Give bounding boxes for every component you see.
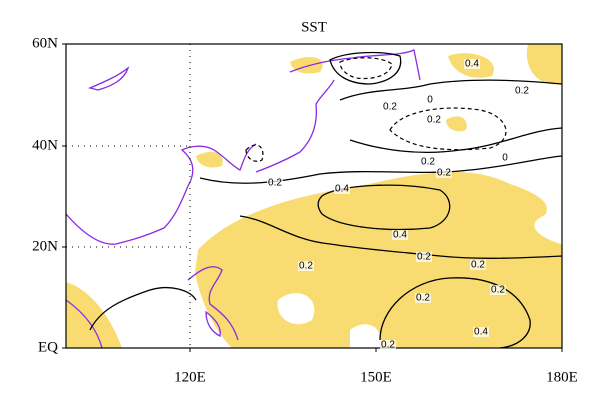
contour-line xyxy=(329,51,402,85)
contour-label: 0.2 xyxy=(427,115,441,126)
contour-label: 0.2 xyxy=(299,261,313,272)
contour-label: 0.2 xyxy=(416,293,430,304)
contour-line xyxy=(317,184,451,231)
label-backdrop xyxy=(422,95,438,105)
negative-contour xyxy=(245,144,264,162)
contour-label: 0.2 xyxy=(437,168,451,179)
negative-area xyxy=(150,304,181,334)
contour-label: 0.2 xyxy=(383,102,397,113)
contour-label: 0.4 xyxy=(335,184,349,195)
coastline xyxy=(289,49,421,81)
label-backdrop xyxy=(490,285,506,295)
contour-line xyxy=(339,79,562,101)
coastline xyxy=(255,79,335,173)
label-backdrop xyxy=(470,260,486,270)
label-backdrop xyxy=(415,293,431,303)
positive-area xyxy=(290,57,323,74)
lon-label: 120E xyxy=(174,369,206,385)
contour-label: 0.4 xyxy=(465,59,479,70)
label-backdrop xyxy=(497,153,513,163)
label-backdrop xyxy=(436,168,452,178)
lat-label: 20N xyxy=(32,238,58,254)
contour-label: 0.2 xyxy=(491,285,505,296)
label-backdrop xyxy=(426,115,442,125)
label-backdrop xyxy=(473,327,489,337)
positive-area xyxy=(195,171,562,348)
contour-label: 0 xyxy=(502,153,508,164)
label-backdrop xyxy=(380,340,396,350)
contour-line xyxy=(199,155,562,184)
negative-contour xyxy=(339,57,393,80)
positive-area xyxy=(196,151,223,168)
positive-area xyxy=(66,282,122,348)
label-backdrop xyxy=(464,59,480,69)
contour-label: 0.2 xyxy=(381,340,395,351)
contour-line xyxy=(89,286,197,331)
label-backdrop xyxy=(382,102,398,112)
map-body xyxy=(66,44,562,348)
coastline xyxy=(87,66,130,91)
negative-area xyxy=(350,324,381,348)
contour-label: 0.2 xyxy=(515,86,529,97)
label-backdrop xyxy=(298,261,314,271)
contour-line xyxy=(379,277,531,348)
label-backdrop xyxy=(392,230,408,240)
lon-label: 180E xyxy=(546,369,578,385)
lat-label: EQ xyxy=(38,339,58,355)
map-frame xyxy=(65,43,563,349)
coastline xyxy=(187,266,239,341)
positive-area xyxy=(526,44,562,85)
map-title: SST xyxy=(301,19,327,35)
label-backdrop xyxy=(334,184,350,194)
negative-contour xyxy=(389,107,507,151)
negative-area xyxy=(277,293,315,325)
coastline xyxy=(205,310,221,337)
contour-label: 0 xyxy=(427,95,433,106)
contour-line xyxy=(239,215,562,259)
contour-label: 0.4 xyxy=(474,327,488,338)
lat-label: 60N xyxy=(32,35,58,51)
lat-label: 40N xyxy=(32,137,58,153)
contour-label: 0.2 xyxy=(421,157,435,168)
lon-label: 150E xyxy=(360,369,392,385)
contour-line xyxy=(349,127,562,154)
contour-label: 0.2 xyxy=(417,252,431,263)
contour-label: 0.2 xyxy=(268,178,282,189)
coastline xyxy=(66,299,103,348)
coastline xyxy=(66,143,257,245)
label-backdrop xyxy=(267,178,283,188)
contour-label: 0.2 xyxy=(471,260,485,271)
label-backdrop xyxy=(514,86,530,96)
contour-label: 0.4 xyxy=(393,230,407,241)
label-backdrop xyxy=(420,157,436,167)
positive-area xyxy=(446,116,467,132)
label-backdrop xyxy=(416,252,432,262)
